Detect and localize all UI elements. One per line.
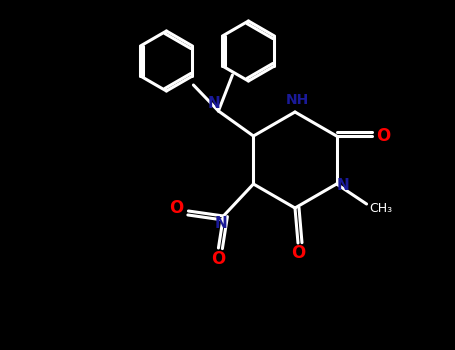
Text: O: O (169, 199, 183, 217)
Text: O: O (291, 244, 305, 262)
Text: O: O (211, 250, 226, 268)
Text: N: N (208, 96, 221, 111)
Text: CH₃: CH₃ (369, 203, 392, 216)
Text: N: N (215, 217, 228, 231)
Text: NH: NH (285, 93, 308, 107)
Text: O: O (376, 127, 391, 145)
Text: N: N (336, 178, 349, 194)
